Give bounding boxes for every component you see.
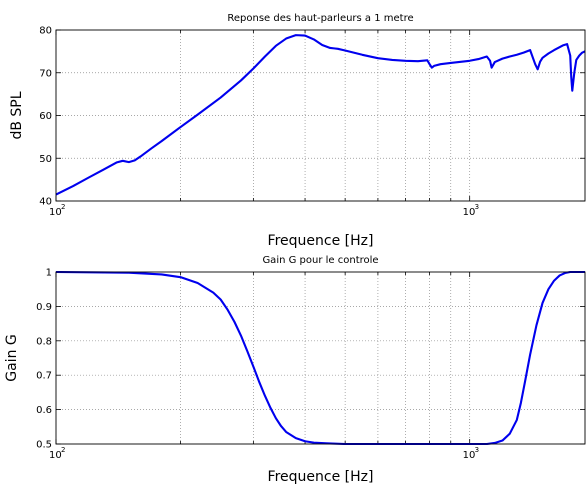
y-tick-label: 50	[39, 154, 52, 165]
y-tick-label: 70	[39, 68, 52, 79]
grid	[56, 272, 585, 444]
x-tick-label: 10	[463, 207, 476, 218]
x-tick-label: 10	[463, 450, 476, 461]
series-line	[56, 34, 585, 196]
y-tick-label: 0.9	[36, 302, 52, 313]
x-tick-label: 10	[49, 207, 62, 218]
grid	[56, 30, 585, 201]
plot-area	[56, 272, 585, 444]
x-tick-label-exponent: 2	[61, 446, 65, 454]
x-tick-label: 10	[49, 450, 62, 461]
y-tick-label: 0.7	[36, 371, 52, 382]
x-tick-label-exponent: 3	[475, 446, 479, 454]
chart-title: Reponse des haut-parleurs a 1 metre	[227, 13, 413, 24]
y-axis-label: Gain G	[4, 334, 20, 382]
y-axis-label: dB SPL	[9, 91, 25, 139]
chart-title: Gain G pour le controle	[262, 255, 378, 266]
y-tick-label: 0.8	[36, 336, 52, 347]
y-tick-label: 0.5	[36, 440, 52, 451]
y-tick-label: 80	[39, 26, 52, 37]
axes-frame	[55, 29, 586, 202]
y-tick-label: 1	[46, 268, 52, 279]
x-axis-label: Frequence [Hz]	[268, 469, 374, 485]
y-tick-label: 0.6	[36, 405, 52, 416]
y-tick-label: 40	[39, 197, 52, 208]
axes-frame	[55, 271, 586, 445]
x-tick-label-exponent: 3	[475, 203, 479, 211]
x-axis-label: Frequence [Hz]	[268, 233, 374, 249]
x-tick-label-exponent: 2	[61, 203, 65, 211]
y-tick-label: 60	[39, 111, 52, 122]
